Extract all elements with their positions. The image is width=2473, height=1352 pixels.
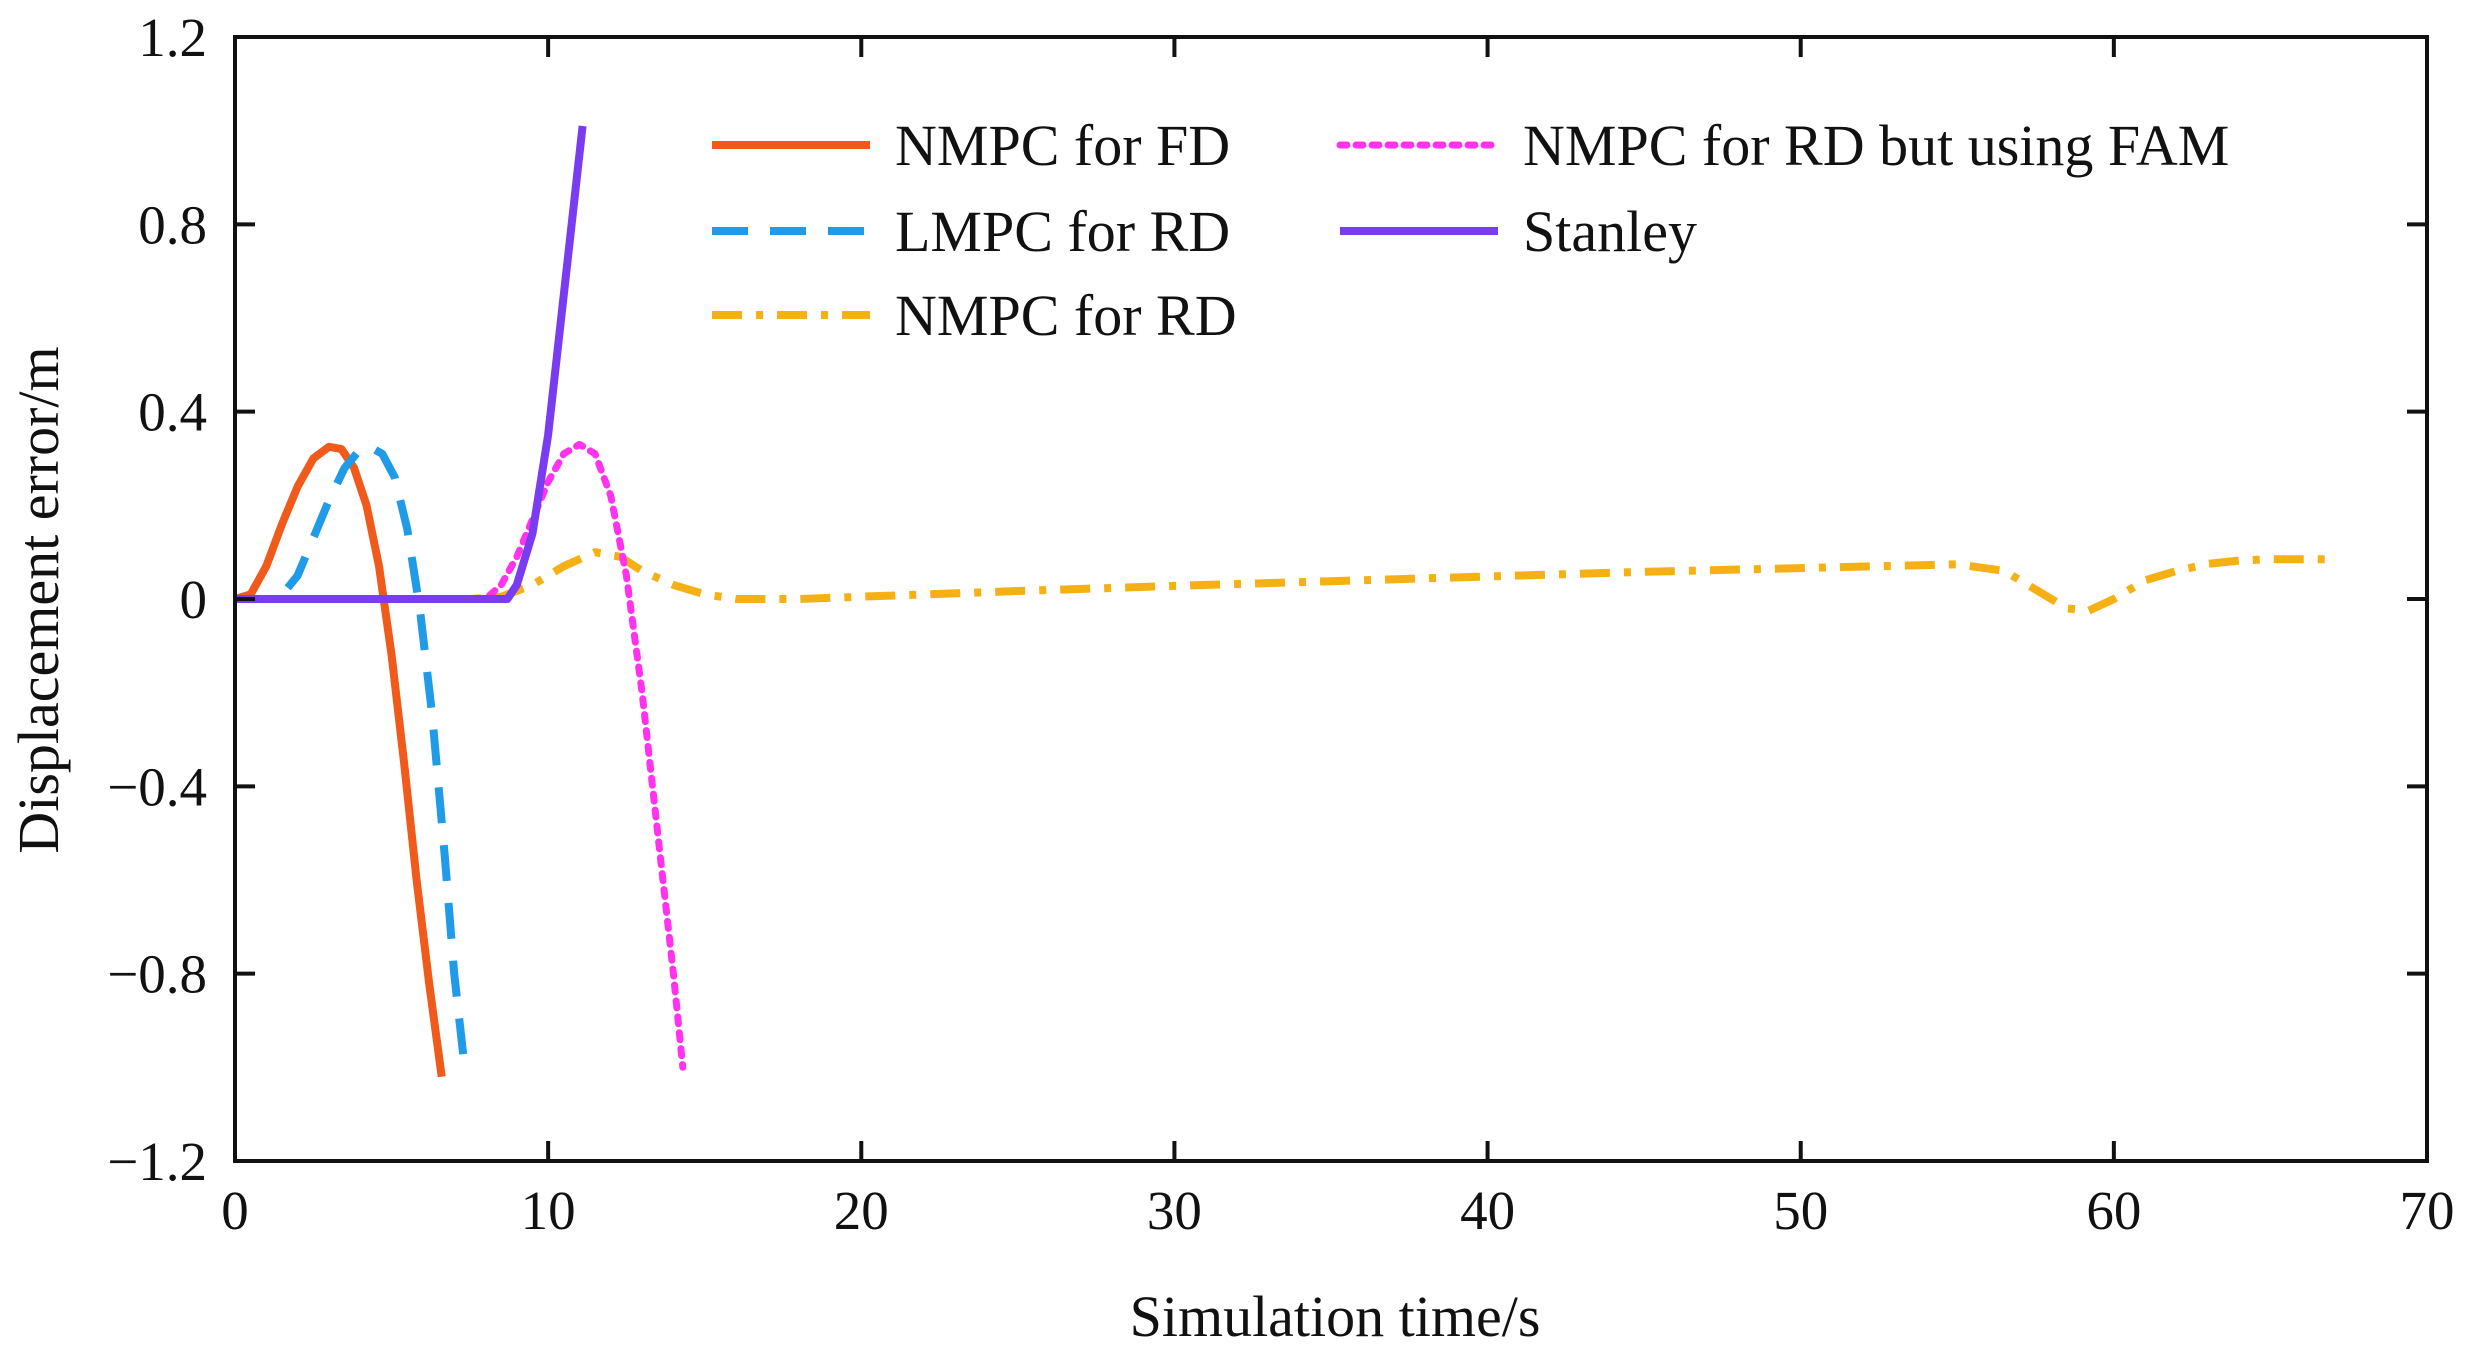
x-tick-label: 40 [1460,1180,1515,1241]
legend-label-1: NMPC for FD [895,113,1230,178]
x-tick-label: 70 [2400,1180,2455,1241]
plot-border [233,35,2429,1163]
series-group [235,125,2334,1078]
series-line-3 [235,548,2334,615]
y-tick-label: 0.8 [138,194,207,255]
x-axis-title: Simulation time/s [1130,1284,1541,1349]
series-line-2 [235,442,468,1059]
y-tick-label: −1.2 [107,1131,207,1192]
x-tick-label: 0 [221,1180,249,1241]
x-tick-label: 10 [521,1180,576,1241]
x-tick-label: 30 [1147,1180,1202,1241]
x-tick-label: 20 [834,1180,889,1241]
legend-label-5: Stanley [1523,199,1697,264]
legend: NMPC for FD LMPC for RD NMPC for RD NMPC fo… [712,113,2229,348]
plot-frame [233,35,2429,1163]
y-tick-label: −0.8 [107,944,207,1005]
legend-label-4: NMPC for RD but using FAM [1523,113,2229,178]
y-axis-title: Displacement error/m [6,346,71,853]
legend-label-3: NMPC for RD [895,283,1237,348]
series-line-1 [235,442,446,1078]
y-tick-label: 0.4 [138,382,207,443]
legend-label-2: LMPC for RD [895,199,1230,264]
axis-ticks: 0 10 20 30 40 50 60 70 −1.2 −0.8 −0.4 0 0.4 0.8 1.2 [107,7,2454,1241]
y-tick-label: −0.4 [107,756,207,817]
series-line-5 [235,125,587,603]
x-tick-label: 50 [1773,1180,1828,1241]
x-tick-label: 60 [2086,1180,2141,1241]
series-line-4 [235,440,687,1071]
y-tick-label: 1.2 [138,7,207,68]
y-tick-label: 0 [180,569,208,630]
